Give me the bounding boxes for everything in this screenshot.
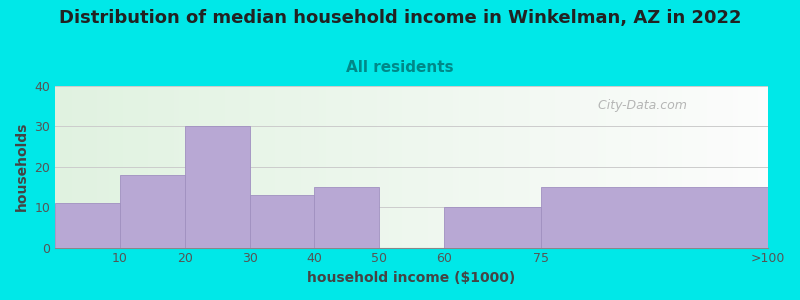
Bar: [120, 175, 185, 247]
Bar: [55, 203, 120, 248]
Text: City-Data.com: City-Data.com: [590, 99, 686, 112]
Y-axis label: households: households: [15, 122, 29, 212]
X-axis label: household income ($1000): household income ($1000): [307, 271, 516, 285]
Bar: [250, 195, 314, 247]
Bar: [314, 187, 379, 248]
Text: All residents: All residents: [346, 60, 454, 75]
Bar: [444, 207, 541, 248]
Bar: [541, 187, 768, 248]
Bar: [185, 126, 250, 248]
Text: Distribution of median household income in Winkelman, AZ in 2022: Distribution of median household income …: [58, 9, 742, 27]
